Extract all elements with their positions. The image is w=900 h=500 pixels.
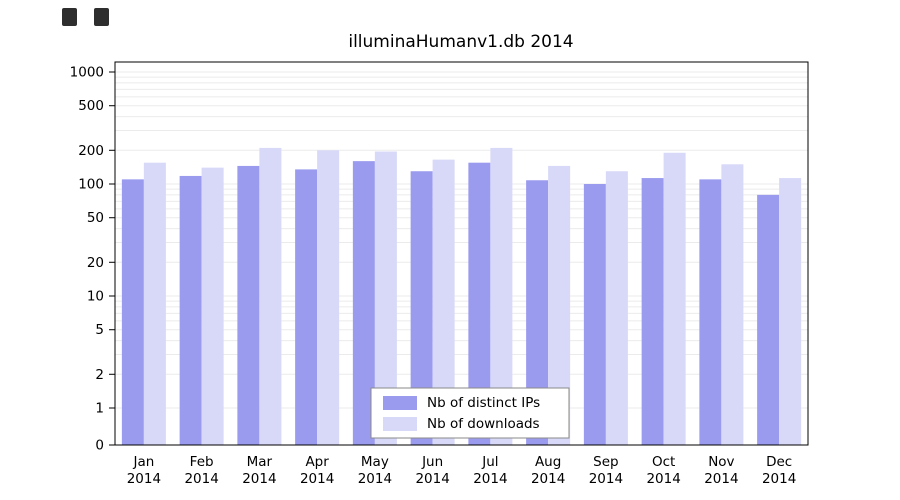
- x-tick-label: Mar 2014: [242, 454, 276, 487]
- series-distinct-ips: [121, 161, 780, 446]
- bar: [295, 169, 318, 445]
- bar: [548, 165, 571, 445]
- y-tick-label: 50: [87, 210, 104, 226]
- legend: Nb of distinct IPs Nb of downloads: [370, 387, 570, 439]
- y-tick-label: 20: [87, 255, 104, 271]
- bar: [779, 178, 802, 445]
- bar: [721, 164, 744, 446]
- gridlines: [115, 71, 808, 409]
- x-tick-label: Jun 2014: [415, 454, 449, 487]
- unidentified-glyph: [94, 8, 109, 26]
- chart-title: illuminaHumanv1.db 2014: [348, 32, 573, 52]
- bar: [605, 171, 628, 445]
- x-tick-label: Aug 2014: [531, 454, 565, 487]
- y-axis: 0 1 2 5 10 20 50 100 200 500 1000: [70, 65, 115, 454]
- y-tick-label: 1000: [70, 65, 104, 81]
- y-tick-label: 0: [95, 438, 104, 454]
- x-tick-label: Nov 2014: [704, 454, 738, 487]
- bar: [490, 147, 513, 445]
- x-tick-label: Sep 2014: [589, 454, 623, 487]
- x-tick-label: Apr 2014: [300, 454, 334, 487]
- bar: [352, 161, 375, 446]
- x-axis: Jan 2014 Feb 2014 Mar 2014 Apr 2014 May 2014 Jun 20…: [127, 454, 797, 487]
- bar: [143, 162, 166, 445]
- x-tick-label: Oct 2014: [646, 454, 680, 487]
- y-tick-label: 200: [78, 143, 104, 159]
- y-tick-label: 5: [95, 322, 104, 338]
- legend-label-ips: Nb of distinct IPs: [427, 395, 540, 411]
- unidentified-glyph: [62, 8, 77, 26]
- bar: [583, 184, 606, 445]
- bar: [121, 179, 144, 445]
- x-tick-label: Jul 2014: [473, 454, 507, 487]
- x-tick-label: Jan 2014: [127, 454, 161, 487]
- bar: [317, 150, 340, 445]
- bar: [374, 151, 397, 446]
- x-tick-label: Dec 2014: [762, 454, 796, 487]
- legend-swatch-downloads-icon: [383, 417, 417, 431]
- bar: [641, 178, 664, 445]
- y-tick-label: 2: [95, 367, 104, 383]
- plot-border: [114, 61, 809, 446]
- bar: [201, 167, 224, 445]
- x-tick-label: May 2014: [358, 454, 392, 487]
- bar: [757, 194, 780, 445]
- bar: [410, 171, 433, 445]
- y-tick-label: 500: [78, 98, 104, 114]
- bar: [663, 152, 686, 445]
- legend-swatch-ips-icon: [383, 396, 417, 410]
- bar: [179, 175, 202, 445]
- bar: [259, 147, 282, 445]
- legend-label-downloads: Nb of downloads: [427, 416, 540, 432]
- bar: [699, 179, 722, 445]
- series-downloads: [143, 147, 802, 446]
- y-tick-label: 100: [78, 177, 104, 193]
- y-tick-label: 10: [87, 289, 104, 305]
- bar: [526, 180, 549, 446]
- bar: [468, 162, 491, 445]
- bar: [432, 159, 455, 446]
- bar: [237, 165, 260, 445]
- y-tick-label: 1: [95, 401, 104, 417]
- x-tick-label: Feb 2014: [184, 454, 218, 487]
- top-left-marks: [62, 8, 109, 26]
